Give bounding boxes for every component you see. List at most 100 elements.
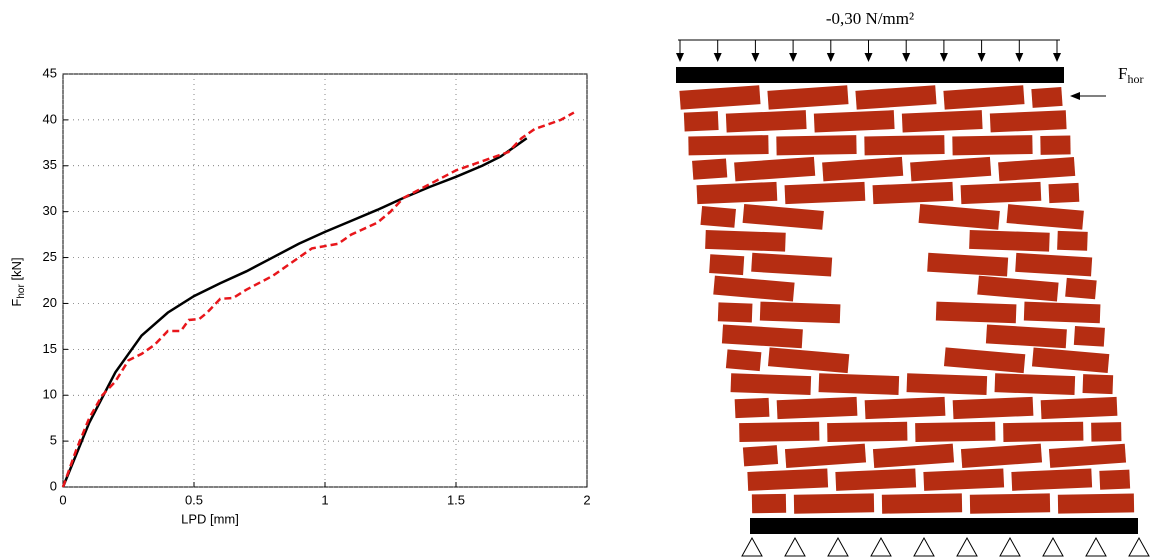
- brick: [819, 373, 900, 395]
- x-tick-label: 1.5: [447, 492, 465, 507]
- brick: [915, 422, 995, 442]
- brick: [936, 302, 1017, 324]
- brick: [777, 397, 858, 419]
- brick: [995, 373, 1076, 395]
- data-line: [63, 113, 574, 487]
- brick: [743, 204, 824, 230]
- brick: [684, 111, 719, 131]
- brick: [873, 182, 954, 204]
- brick: [1058, 493, 1134, 513]
- brick: [760, 302, 841, 324]
- y-tick-label: 15: [43, 341, 57, 356]
- load-label: -0,30 N/mm²: [826, 9, 914, 28]
- brick: [1007, 204, 1084, 229]
- top-beam: [676, 67, 1064, 83]
- brick: [751, 253, 832, 277]
- brick: [835, 468, 916, 490]
- brick: [752, 494, 786, 513]
- wall-diagram: -0,30 N/mm² Fhor: [676, 9, 1149, 556]
- brick: [718, 302, 753, 322]
- force-label-sub: hor: [1127, 72, 1143, 86]
- brick: [692, 159, 727, 180]
- brick: [855, 85, 936, 109]
- brick: [822, 157, 903, 181]
- support: [1043, 538, 1063, 556]
- brick: [882, 493, 962, 513]
- brick: [785, 182, 866, 204]
- load-arrow-head: [676, 53, 684, 62]
- brick: [794, 493, 874, 513]
- load-arrow-head: [751, 53, 759, 62]
- load-arrow-head: [1015, 53, 1023, 62]
- support: [1086, 538, 1106, 556]
- y-tick-label: 30: [43, 203, 57, 218]
- load-arrow-head: [827, 53, 835, 62]
- brick: [1032, 348, 1109, 373]
- brick: [743, 445, 778, 466]
- brick: [747, 468, 828, 490]
- brick: [1074, 326, 1105, 347]
- brick: [697, 182, 778, 204]
- brick: [943, 85, 1024, 109]
- y-tick-label: 40: [43, 111, 57, 126]
- brick: [953, 397, 1034, 419]
- brick: [970, 493, 1050, 513]
- brick: [927, 253, 1008, 277]
- brick: [1041, 397, 1118, 419]
- load-arrow-head: [865, 53, 873, 62]
- brick: [1057, 231, 1088, 251]
- load-arrow-head: [1053, 53, 1061, 62]
- brick: [1083, 374, 1114, 394]
- brick: [910, 157, 991, 181]
- load-arrow-head: [714, 53, 722, 62]
- brick: [873, 444, 954, 468]
- load-arrow-head: [902, 53, 910, 62]
- y-tick-label: 45: [43, 65, 57, 80]
- support: [828, 538, 848, 556]
- y-tick-label: 20: [43, 295, 57, 310]
- brick: [734, 157, 815, 181]
- x-tick-label: 1: [321, 492, 328, 507]
- y-axis-label: Fhor [kN]: [9, 257, 26, 306]
- brick: [735, 398, 770, 418]
- y-tick-label: 25: [43, 249, 57, 264]
- brick: [705, 230, 786, 252]
- brick: [776, 135, 856, 155]
- brick: [709, 254, 744, 275]
- y-label-sub: hor: [16, 283, 27, 298]
- brick: [969, 230, 1050, 252]
- brick: [998, 157, 1075, 181]
- brick: [1049, 444, 1126, 468]
- x-tick-label: 0.5: [185, 492, 203, 507]
- brick: [785, 444, 866, 468]
- brick: [1040, 136, 1070, 155]
- force-label: Fhor: [1118, 64, 1143, 86]
- x-tick-label: 0: [59, 492, 66, 507]
- brick: [1011, 468, 1092, 490]
- load-arrow-head: [789, 53, 797, 62]
- brick: [986, 324, 1067, 348]
- plot-frame: [63, 74, 587, 487]
- brick: [726, 110, 807, 132]
- y-tick-label: 35: [43, 157, 57, 172]
- brick: [722, 324, 803, 348]
- brick: [1003, 422, 1083, 442]
- brick: [713, 276, 794, 302]
- brick: [865, 397, 946, 419]
- data-line: [63, 138, 527, 487]
- brick: [827, 422, 907, 442]
- brick: [1065, 278, 1097, 299]
- brick: [731, 373, 812, 395]
- brick: [923, 468, 1004, 490]
- support: [871, 538, 891, 556]
- support: [1000, 538, 1020, 556]
- x-axis-label: LPD [mm]: [181, 511, 239, 526]
- brick: [944, 347, 1025, 373]
- support: [957, 538, 977, 556]
- brick: [919, 204, 1000, 230]
- load-arrow-head: [978, 53, 986, 62]
- brick: [1099, 470, 1130, 490]
- brick: [1031, 87, 1062, 108]
- force-label-main: F: [1118, 64, 1127, 83]
- brick: [952, 135, 1032, 155]
